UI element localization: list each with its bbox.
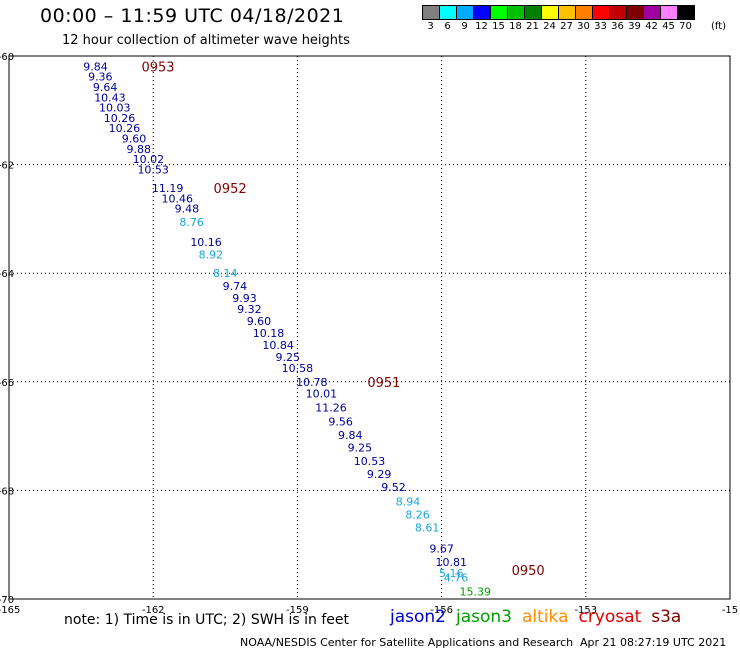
plot-frame <box>8 55 731 600</box>
time-annotation: 0951 <box>367 376 400 391</box>
x-tick-label: -162 <box>142 605 165 616</box>
color-scale <box>422 5 695 20</box>
color-scale-label: 39 <box>628 21 641 32</box>
data-label-jason3: 15.39 <box>459 585 491 598</box>
y-tick-label: -64 <box>0 269 14 280</box>
color-scale-label: 36 <box>611 21 624 32</box>
x-tick-label: -153 <box>574 605 597 616</box>
data-label-jason2: 10.43 <box>94 91 126 104</box>
data-label-altika: 8.92 <box>199 249 224 262</box>
data-label-jason2: 10.46 <box>161 192 193 205</box>
data-label-jason2: 9.52 <box>381 481 406 494</box>
y-tick-label: -68 <box>0 486 14 497</box>
legend-item-jason3: jason3 <box>456 607 512 627</box>
credit-line: NOAA/NESDIS Center for Satellite Applica… <box>240 636 574 649</box>
data-label-jason2: 10.81 <box>435 556 467 569</box>
data-label-jason2: 9.84 <box>83 60 108 73</box>
data-label-jason2: 9.25 <box>276 351 301 364</box>
color-scale-label: 12 <box>475 21 488 32</box>
time-annotation: 0952 <box>214 182 247 197</box>
color-scale-label: 21 <box>526 21 539 32</box>
y-tick-label: -62 <box>0 161 14 172</box>
data-label-jason2: 9.60 <box>247 315 272 328</box>
x-tick-label: -165 <box>0 605 20 616</box>
color-scale-label: 24 <box>543 21 556 32</box>
y-tick-label: -60 <box>0 52 14 63</box>
color-scale-label: 33 <box>594 21 607 32</box>
page-title: 00:00 – 11:59 UTC 04/18/2021 <box>40 5 345 27</box>
color-scale-label: 6 <box>444 21 451 32</box>
data-label-jason2: 10.53 <box>137 163 169 176</box>
data-label-jason2: 9.93 <box>232 292 257 305</box>
footnote: note: 1) Time is in UTC; 2) SWH is in fe… <box>64 612 350 628</box>
data-label-jason2: 10.78 <box>296 376 328 389</box>
data-label-jason2: 10.26 <box>104 112 136 125</box>
color-scale-label: 9 <box>461 21 468 32</box>
color-scale-label: 27 <box>560 21 573 32</box>
generated-timestamp: Apr 21 08:27:19 UTC 2021 <box>580 636 727 649</box>
data-label-altika: 8.94 <box>396 495 421 508</box>
x-tick-label: -159 <box>286 605 309 616</box>
data-label-jason2: 10.02 <box>133 153 165 166</box>
time-annotation: 0953 <box>141 60 174 75</box>
data-label-altika: 8.14 <box>213 267 238 280</box>
data-label-jason2: 10.53 <box>354 455 386 468</box>
color-scale-unit: (ft) <box>711 21 727 32</box>
data-label-jason2: 10.18 <box>253 327 285 340</box>
data-label-altika: 8.26 <box>405 508 430 521</box>
data-label-jason2: 9.56 <box>328 415 353 428</box>
color-scale-label: 42 <box>645 21 658 32</box>
color-scale-labels: 3 6 9 12 15 18 21 24 27 30 33 36 39 42 45 70 <box>422 21 694 32</box>
data-label-altika: 8.76 <box>179 216 204 229</box>
data-label-jason2: 9.60 <box>122 133 147 146</box>
color-scale-label: 3 <box>427 21 434 32</box>
x-tick-label: -156 <box>430 605 453 616</box>
data-label-jason2: 10.26 <box>109 122 141 135</box>
time-annotation: 0950 <box>512 564 545 579</box>
color-scale-label: 45 <box>662 21 675 32</box>
data-label-jason2: 10.58 <box>282 362 314 375</box>
data-label-jason2: 9.74 <box>223 280 248 293</box>
y-tick-label: -70 <box>0 595 14 606</box>
color-scale-label: 30 <box>577 21 590 32</box>
data-label-jason2: 9.25 <box>348 442 373 455</box>
color-scale-label: 18 <box>509 21 522 32</box>
data-label-altika: 4.76 <box>444 571 469 584</box>
data-label-jason2: 10.03 <box>99 102 131 115</box>
page-subtitle: 12 hour collection of altimeter wave hei… <box>62 33 350 48</box>
legend: jason2 jason3 altika cryosat s3a <box>390 607 681 627</box>
data-label-jason2: 9.36 <box>88 71 113 84</box>
color-scale-label: 15 <box>492 21 505 32</box>
legend-item-cryosat: cryosat <box>578 607 642 627</box>
legend-item-jason2: jason2 <box>390 607 446 627</box>
data-label-jason2: 9.64 <box>93 81 118 94</box>
data-label-jason2: 9.67 <box>429 543 454 556</box>
data-label-jason2: 9.32 <box>237 303 262 316</box>
data-label-jason2: 10.84 <box>262 339 294 352</box>
x-tick-label: -15 <box>722 605 738 616</box>
legend-item-altika: altika <box>522 607 569 627</box>
data-label-jason2: 9.48 <box>175 203 200 216</box>
data-label-altika: 5.16 <box>439 567 464 580</box>
legend-item-s3a: s3a <box>651 607 682 627</box>
data-label-jason2: 9.29 <box>367 468 392 481</box>
data-label-jason2: 10.16 <box>190 236 222 249</box>
y-tick-label: -66 <box>0 378 14 389</box>
data-label-jason2: 11.26 <box>315 401 347 414</box>
data-label-jason2: 9.84 <box>338 429 363 442</box>
data-label-altika: 8.61 <box>415 521 440 534</box>
data-label-jason2: 9.88 <box>127 143 152 156</box>
data-label-jason2: 11.19 <box>152 182 184 195</box>
color-swatch <box>677 5 695 20</box>
color-scale-label: 70 <box>679 21 692 32</box>
data-label-jason2: 10.01 <box>306 388 338 401</box>
